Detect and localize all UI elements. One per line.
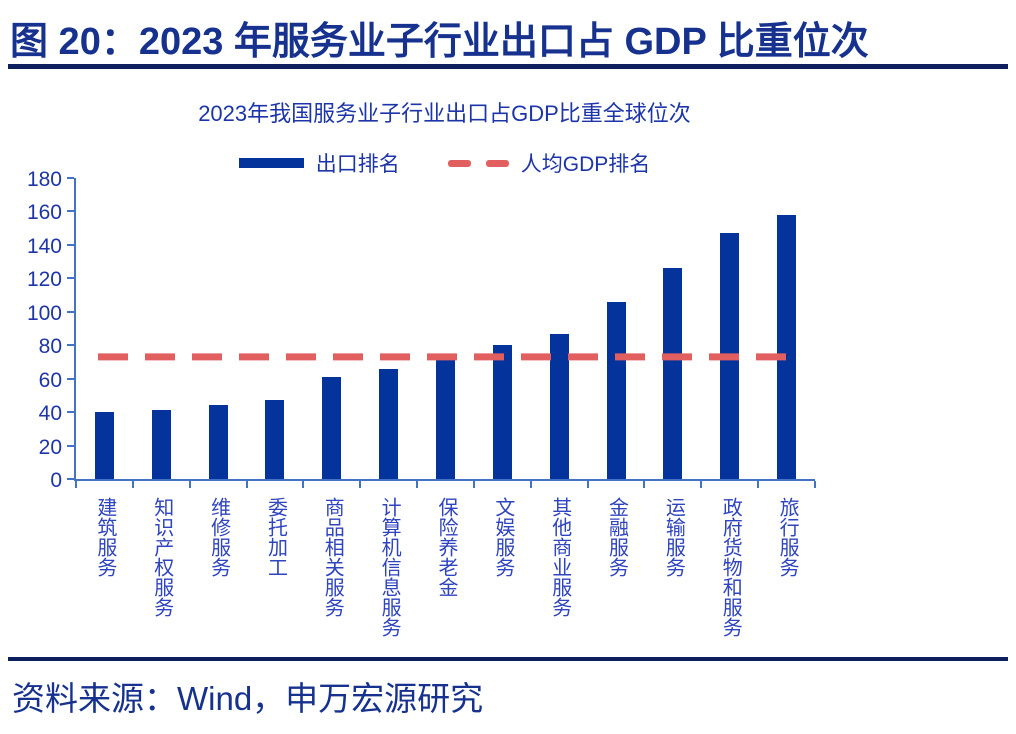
x-category-slot: 其他商业服务: [531, 497, 588, 653]
y-tick-label: 180: [26, 168, 62, 191]
x-category-slot: 计算机信息服务: [360, 497, 417, 653]
y-axis-tick: [67, 177, 74, 179]
bar-旅行服务: [777, 214, 797, 479]
x-category-slot: 商品相关服务: [303, 497, 360, 653]
y-axis-labels: 0 20 40 60 80 100 120 140 160 180: [0, 169, 62, 491]
x-category-slot: 文娱服务: [474, 497, 531, 653]
x-category-slot: 政府货物和服务: [701, 497, 758, 653]
y-tick-label: 100: [26, 301, 62, 325]
x-category-slot: 运输服务: [644, 497, 701, 653]
y-tick-label: 80: [38, 335, 62, 359]
bar-维修服务: [208, 405, 228, 479]
y-tick-label: 160: [26, 201, 62, 225]
x-category-label: 商品相关服务: [321, 497, 344, 617]
legend-bar-label: 出口排名: [315, 153, 400, 176]
x-axis-tick: [75, 481, 77, 488]
bar-金融服务: [606, 301, 626, 479]
source-note: 资料来源：Wind，申万宏源研究: [12, 680, 484, 717]
chart-title: 2023年我国服务业子行业出口占GDP比重全球位次: [198, 101, 691, 126]
x-axis-tick: [814, 481, 816, 488]
x-axis-labels: 建筑服务 知识产权服务 维修服务 委托加工 商品相关服务 计算机信息服务 保险养老金 文娱服务…: [76, 497, 815, 653]
x-category-label: 保险养老金: [434, 497, 457, 597]
chart-legend: 出口排名 人均GDP排名: [74, 148, 815, 178]
bar-保险养老金: [436, 358, 455, 479]
footer-divider: [8, 657, 1008, 661]
y-tick-label: 20: [38, 435, 62, 459]
x-category-slot: 知识产权服务: [133, 497, 190, 653]
x-axis-tick: [245, 481, 248, 488]
y-axis-tick: [67, 310, 74, 313]
x-axis-tick: [586, 481, 589, 488]
x-axis-tick: [131, 481, 134, 488]
y-axis-tick: [67, 444, 74, 447]
x-category-slot: 建筑服务: [76, 497, 133, 653]
x-category-slot: 金融服务: [588, 497, 645, 653]
x-category-slot: 保险养老金: [417, 497, 474, 653]
header-divider: [8, 64, 1008, 69]
legend-line-label: 人均GDP排名: [520, 153, 651, 176]
x-category-label: 政府货物和服务: [719, 497, 742, 637]
x-axis-tick: [757, 481, 760, 488]
y-tick-label: 0: [50, 469, 62, 492]
x-axis-tick: [643, 481, 646, 488]
x-category-label: 计算机信息服务: [378, 497, 401, 637]
x-category-slot: 维修服务: [190, 497, 247, 653]
x-category-label: 旅行服务: [776, 497, 799, 577]
x-category-slot: 旅行服务: [758, 497, 815, 653]
legend-dashed-line-swatch: [447, 159, 509, 167]
figure-caption: 图 20：2023 年服务业子行业出口占 GDP 比重位次: [10, 21, 869, 63]
x-axis-tick: [700, 481, 703, 488]
x-category-label: 其他商业服务: [548, 497, 571, 617]
bar-商品相关服务: [322, 377, 342, 479]
plot-area: [67, 177, 816, 488]
x-category-label: 运输服务: [662, 497, 685, 577]
bar-运输服务: [663, 268, 683, 479]
x-category-label: 金融服务: [605, 497, 628, 577]
x-axis-tick: [529, 481, 532, 488]
x-category-label: 维修服务: [207, 497, 230, 577]
y-tick-label: 120: [26, 268, 62, 292]
x-category-label: 知识产权服务: [150, 497, 173, 617]
x-category-label: 文娱服务: [491, 497, 514, 577]
y-axis-tick: [67, 377, 74, 380]
bar-建筑服务: [94, 412, 114, 479]
x-axis-tick: [188, 481, 191, 488]
legend-bar-swatch: [238, 158, 304, 168]
y-axis-tick: [67, 411, 74, 414]
bar-其他商业服务: [549, 333, 569, 479]
y-axis-tick: [67, 478, 74, 480]
y-tick-label: 140: [26, 234, 62, 258]
y-axis-tick: [67, 344, 74, 347]
bar-文娱服务: [492, 345, 512, 479]
x-category-label: 建筑服务: [93, 497, 116, 577]
y-tick-label: 60: [38, 368, 62, 392]
y-axis-tick: [67, 243, 74, 246]
x-axis-tick: [302, 481, 305, 488]
x-category-label: 委托加工: [264, 497, 287, 577]
x-category-slot: 委托加工: [247, 497, 304, 653]
dash-icon: [447, 159, 471, 167]
x-axis-tick: [416, 481, 419, 488]
reference-dashed-line: [98, 353, 792, 361]
bar-计算机信息服务: [379, 368, 399, 479]
x-axis-tick: [359, 481, 362, 488]
x-axis-tick: [472, 481, 475, 488]
y-tick-label: 40: [38, 402, 62, 426]
y-axis-tick: [67, 210, 74, 213]
bar-委托加工: [265, 400, 285, 479]
y-axis-tick: [67, 277, 74, 280]
bar-知识产权服务: [151, 410, 171, 479]
dash-icon: [485, 159, 509, 167]
